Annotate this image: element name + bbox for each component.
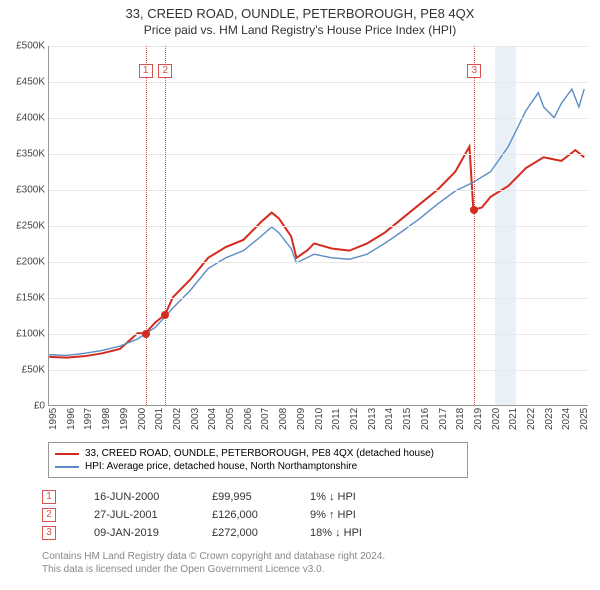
x-axis-labels: 1995 1996 1997 1998 1999 2000 2001 2002 2003 2004… — [48, 410, 588, 440]
y-axis-label: £400K — [5, 113, 45, 124]
gridline-h — [49, 334, 588, 335]
sales-number-box: 3 — [42, 526, 56, 540]
y-axis-label: £200K — [5, 257, 45, 268]
legend-swatch — [55, 466, 79, 468]
x-axis-label: 2004 — [207, 408, 218, 430]
gridline-h — [49, 46, 588, 47]
x-axis-label: 2021 — [508, 408, 519, 430]
x-axis-label: 2010 — [314, 408, 325, 430]
footer: Contains HM Land Registry data © Crown c… — [42, 550, 385, 576]
legend-swatch — [55, 453, 79, 455]
legend-item: 33, CREED ROAD, OUNDLE, PETERBOROUGH, PE… — [55, 447, 461, 460]
chart-titles: 33, CREED ROAD, OUNDLE, PETERBOROUGH, PE… — [0, 0, 600, 41]
y-axis-label: £50K — [5, 365, 45, 376]
sales-price: £99,995 — [212, 491, 282, 503]
x-axis-label: 2007 — [260, 408, 271, 430]
sales-row: 1 16-JUN-2000 £99,995 1% ↓ HPI — [42, 488, 390, 506]
x-axis-label: 2012 — [349, 408, 360, 430]
legend-label: HPI: Average price, detached house, Nort… — [85, 461, 357, 472]
x-axis-label: 2015 — [402, 408, 413, 430]
x-axis-label: 1996 — [66, 408, 77, 430]
x-axis-label: 2009 — [296, 408, 307, 430]
x-axis-label: 2020 — [491, 408, 502, 430]
x-axis-label: 2017 — [438, 408, 449, 430]
marker-vline — [165, 46, 166, 405]
sales-price: £272,000 — [212, 527, 282, 539]
y-axis-label: £300K — [5, 185, 45, 196]
gridline-h — [49, 226, 588, 227]
x-axis-label: 2008 — [278, 408, 289, 430]
title-main: 33, CREED ROAD, OUNDLE, PETERBOROUGH, PE… — [0, 6, 600, 21]
marker-number-box: 1 — [139, 64, 153, 78]
plot-area: £0£50K£100K£150K£200K£250K£300K£350K£400… — [48, 46, 588, 406]
x-axis-label: 2006 — [243, 408, 254, 430]
marker-vline — [474, 46, 475, 405]
sales-table: 1 16-JUN-2000 £99,995 1% ↓ HPI 2 27-JUL-2001 £… — [42, 488, 390, 542]
x-axis-label: 2016 — [420, 408, 431, 430]
legend: 33, CREED ROAD, OUNDLE, PETERBOROUGH, PE… — [48, 442, 468, 478]
y-axis-label: £100K — [5, 329, 45, 340]
footer-line-2: This data is licensed under the Open Gov… — [42, 563, 385, 576]
sales-row: 3 09-JAN-2019 £272,000 18% ↓ HPI — [42, 524, 390, 542]
y-axis-label: £250K — [5, 221, 45, 232]
y-axis-label: £150K — [5, 293, 45, 304]
marker-dot — [142, 330, 150, 338]
gridline-h — [49, 82, 588, 83]
x-axis-label: 2001 — [154, 408, 165, 430]
series-line — [49, 147, 584, 358]
legend-label: 33, CREED ROAD, OUNDLE, PETERBOROUGH, PE… — [85, 448, 434, 459]
x-axis-label: 2019 — [473, 408, 484, 430]
x-axis-label: 2025 — [579, 408, 590, 430]
sales-number-box: 2 — [42, 508, 56, 522]
y-axis-label: £500K — [5, 41, 45, 52]
x-axis-label: 2000 — [137, 408, 148, 430]
x-axis-label: 2014 — [384, 408, 395, 430]
x-axis-label: 2013 — [367, 408, 378, 430]
sales-diff: 9% ↑ HPI — [310, 509, 390, 521]
sales-diff: 1% ↓ HPI — [310, 491, 390, 503]
x-axis-label: 2002 — [172, 408, 183, 430]
x-axis-label: 1997 — [83, 408, 94, 430]
legend-item: HPI: Average price, detached house, Nort… — [55, 460, 461, 473]
marker-vline — [146, 46, 147, 405]
gridline-h — [49, 262, 588, 263]
sales-row: 2 27-JUL-2001 £126,000 9% ↑ HPI — [42, 506, 390, 524]
gridline-h — [49, 190, 588, 191]
x-axis-label: 2023 — [544, 408, 555, 430]
marker-number-box: 3 — [467, 64, 481, 78]
x-axis-label: 2018 — [455, 408, 466, 430]
gridline-h — [49, 298, 588, 299]
x-axis-label: 2011 — [331, 408, 342, 430]
chart-container: 33, CREED ROAD, OUNDLE, PETERBOROUGH, PE… — [0, 0, 600, 590]
marker-dot — [470, 206, 478, 214]
x-axis-label: 2003 — [190, 408, 201, 430]
x-axis-label: 2005 — [225, 408, 236, 430]
title-sub: Price paid vs. HM Land Registry's House … — [0, 23, 600, 37]
sales-price: £126,000 — [212, 509, 282, 521]
y-axis-label: £350K — [5, 149, 45, 160]
x-axis-label: 1999 — [119, 408, 130, 430]
series-line — [49, 89, 584, 355]
sales-date: 27-JUL-2001 — [94, 509, 184, 521]
sales-date: 09-JAN-2019 — [94, 527, 184, 539]
y-axis-label: £450K — [5, 77, 45, 88]
x-axis-label: 1995 — [48, 408, 59, 430]
gridline-h — [49, 154, 588, 155]
marker-number-box: 2 — [158, 64, 172, 78]
x-axis-label: 2024 — [561, 408, 572, 430]
footer-line-1: Contains HM Land Registry data © Crown c… — [42, 550, 385, 563]
sales-date: 16-JUN-2000 — [94, 491, 184, 503]
y-axis-label: £0 — [5, 401, 45, 412]
gridline-h — [49, 118, 588, 119]
sales-diff: 18% ↓ HPI — [310, 527, 390, 539]
x-axis-label: 1998 — [101, 408, 112, 430]
marker-dot — [161, 311, 169, 319]
sales-number-box: 1 — [42, 490, 56, 504]
x-axis-label: 2022 — [526, 408, 537, 430]
gridline-h — [49, 370, 588, 371]
